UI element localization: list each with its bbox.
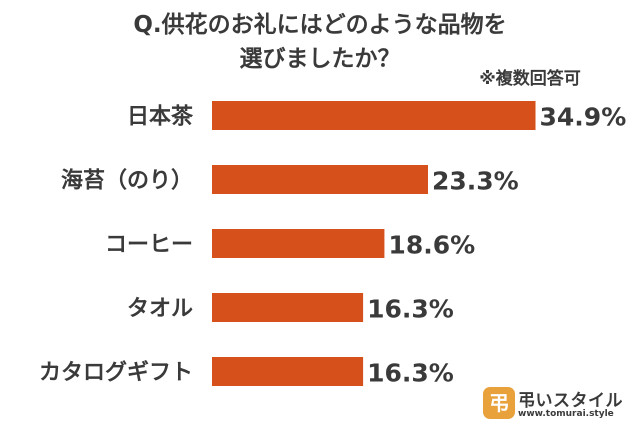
bar	[212, 229, 385, 258]
value-label: 23.3%	[432, 167, 519, 196]
category-label: カタログギフト	[39, 360, 193, 386]
bars-group: 日本茶 34.9% 海苔（のり） 23.3% コーヒー 18.6% タオル 16.3% カタログ…	[39, 101, 626, 388]
category-label: 海苔（のり）	[61, 168, 193, 194]
chart-subtitle: ※複数回答可	[479, 68, 581, 89]
value-label: 18.6%	[388, 231, 475, 260]
svg-text:弔: 弔	[489, 391, 509, 415]
value-label: 16.3%	[367, 295, 454, 324]
bar	[212, 101, 536, 130]
category-label: コーヒー	[105, 233, 193, 258]
category-label: 日本茶	[127, 105, 194, 130]
brand-logo-text: 弔いスタイル	[518, 391, 623, 411]
value-label: 16.3%	[367, 359, 454, 388]
category-label: タオル	[127, 297, 193, 322]
bar	[212, 357, 364, 386]
bar	[212, 165, 428, 194]
brand-logo-icon: 弔	[483, 387, 515, 419]
brand-logo-url: www.tomurai.style	[518, 409, 614, 419]
value-label: 34.9%	[540, 103, 627, 132]
chart-title-line-1: Q.供花のお礼にはどのような品物を	[133, 11, 506, 38]
chart-title-line-2: 選びましたか？	[240, 46, 401, 72]
brand-logo: 弔 弔いスタイル www.tomurai.style	[480, 380, 640, 426]
bar	[212, 293, 364, 322]
